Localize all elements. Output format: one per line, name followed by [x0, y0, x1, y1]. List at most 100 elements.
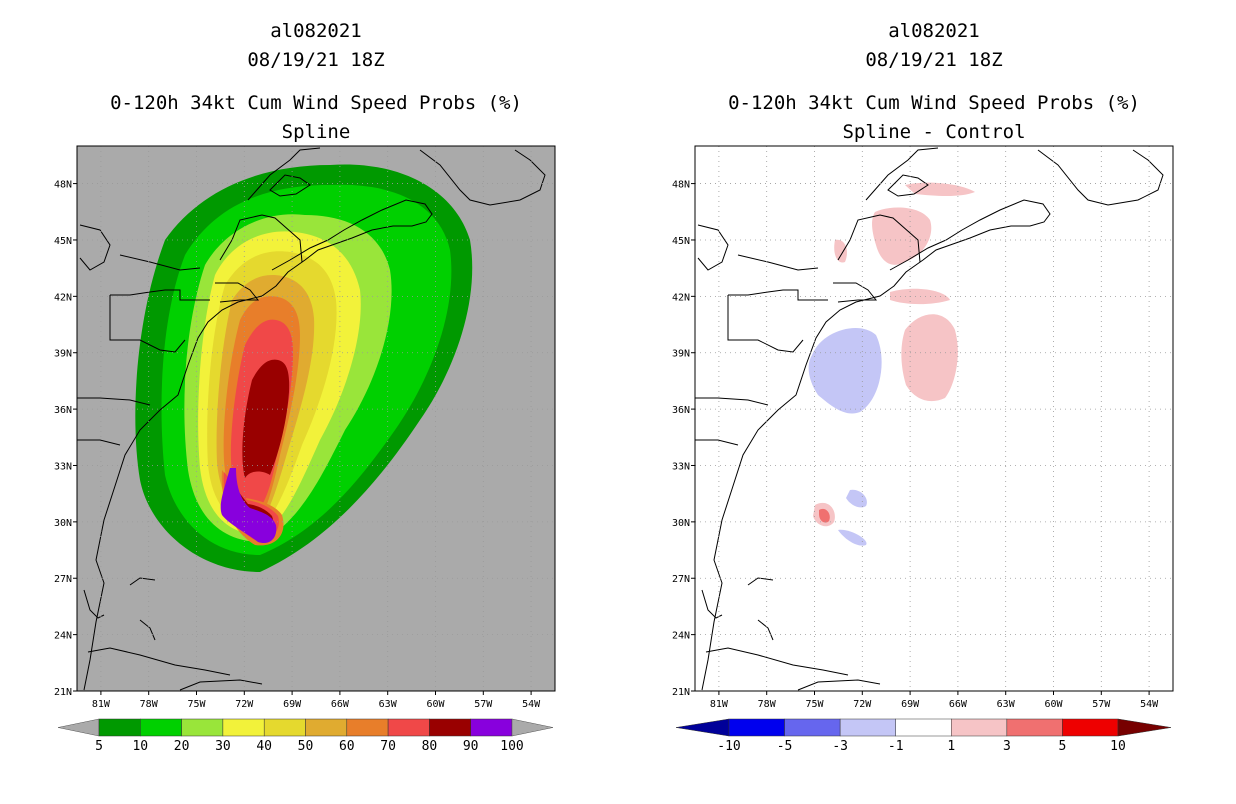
- y-tick-label: 42N: [672, 292, 690, 303]
- y-tick-label: 24N: [54, 631, 72, 642]
- x-tick-label: 60W: [1044, 699, 1063, 710]
- colorbar-box: [784, 718, 841, 737]
- x-tick-label: 78W: [758, 699, 777, 710]
- colorbar-box: [728, 718, 785, 737]
- difference-region-1: [808, 327, 882, 414]
- colorbar-label: 100: [500, 739, 523, 754]
- contour-level-80: [242, 359, 290, 478]
- colorbar-label: 20: [174, 739, 190, 754]
- colorbar-label: 10: [132, 739, 148, 754]
- chart-title-line: Spline: [282, 121, 351, 143]
- x-tick-label: 72W: [235, 699, 254, 710]
- x-tick-label: 72W: [853, 699, 872, 710]
- colorbar-label: 70: [380, 739, 396, 754]
- y-tick-label: 36N: [672, 405, 690, 416]
- chart-title-line: 0-120h 34kt Cum Wind Speed Probs (%): [110, 92, 522, 114]
- x-tick-label: 63W: [997, 699, 1016, 710]
- colorbar-box: [429, 718, 471, 737]
- y-tick-label: 36N: [54, 405, 72, 416]
- colorbar-box: [1062, 718, 1119, 737]
- colorbar-box: [181, 718, 224, 737]
- colorbar-box: [951, 718, 1008, 737]
- x-tick-label: 54W: [522, 699, 541, 710]
- y-tick-label: 33N: [672, 461, 690, 472]
- colorbar-box: [140, 718, 182, 737]
- chart-title-line: 08/19/21 18Z: [247, 49, 384, 71]
- x-tick-label: 63W: [379, 699, 398, 710]
- colorbar-box: [387, 718, 430, 737]
- left-panel-spline: al082021 08/19/21 18Z 0-120h 34kt Cum Wind…: [54, 20, 556, 754]
- y-tick-label: 45N: [54, 236, 72, 247]
- y-tick-label: 39N: [672, 349, 690, 360]
- contour-field: [77, 147, 546, 691]
- grid: [77, 146, 555, 692]
- difference-region-2: [846, 489, 867, 508]
- x-tick-label: 75W: [805, 699, 824, 710]
- colorbar-label: 50: [298, 739, 314, 754]
- y-tick-label: 42N: [54, 292, 72, 303]
- colorbar-label: 60: [339, 739, 355, 754]
- colorbar-box: [1006, 718, 1063, 737]
- x-tick-label: 75W: [187, 699, 206, 710]
- x-tick-label: 54W: [1140, 699, 1159, 710]
- colorbar-label: 10: [1110, 739, 1126, 754]
- colorbar-box: [222, 718, 265, 737]
- y-tick-label: 30N: [54, 518, 72, 529]
- colorbar-low-arrow: [675, 718, 730, 737]
- colorbar-box: [305, 718, 348, 737]
- y-tick-label: 21N: [672, 687, 690, 698]
- difference-region-10: [819, 508, 830, 523]
- y-tick-label: 27N: [672, 574, 690, 585]
- plot-frame: [694, 145, 1174, 692]
- chart-title-line: Spline - Control: [842, 121, 1025, 143]
- colorbar-box: [839, 718, 896, 737]
- y-tick-label: 45N: [672, 236, 690, 247]
- colorbar-label: 90: [463, 739, 479, 754]
- x-tick-label: 66W: [331, 699, 350, 710]
- y-tick-label: 21N: [54, 687, 72, 698]
- chart-title-line: al082021: [270, 20, 362, 42]
- colorbar-box: [98, 718, 141, 737]
- x-tick-label: 81W: [710, 699, 729, 710]
- x-tick-label: 78W: [140, 699, 159, 710]
- y-tick-label: 48N: [672, 180, 690, 191]
- colorbar-label: -1: [888, 739, 904, 754]
- contour-field: [695, 147, 1164, 691]
- colorbar-box: [263, 718, 306, 737]
- plot-area: [695, 146, 1173, 691]
- difference-region-4: [872, 207, 932, 265]
- x-tick-label: 66W: [949, 699, 968, 710]
- colorbar-label: 5: [95, 739, 103, 754]
- y-tick-label: 27N: [54, 574, 72, 585]
- difference-region-8: [834, 239, 847, 263]
- colorbar: -10 -5 -3 -1 1 3 5 10: [675, 718, 1172, 754]
- colorbar-label: 3: [1003, 739, 1011, 754]
- colorbar-label: 80: [422, 739, 438, 754]
- colorbar-label: -5: [777, 739, 793, 754]
- x-tick-label: 57W: [1092, 699, 1111, 710]
- x-tick-label: 81W: [92, 699, 111, 710]
- difference-region-7: [901, 314, 958, 402]
- difference-region-5: [905, 182, 975, 196]
- chart-title-line: al082021: [888, 20, 980, 42]
- x-tick-label: 69W: [901, 699, 920, 710]
- colorbar-label: -10: [717, 739, 740, 754]
- colorbar-label: 1: [947, 739, 955, 754]
- colorbar-label: 30: [215, 739, 231, 754]
- x-tick-label: 57W: [474, 699, 493, 710]
- contour-hook-4: [220, 468, 277, 544]
- colorbar-label: 40: [256, 739, 272, 754]
- grid: [695, 146, 1173, 692]
- plot-frame: [76, 145, 556, 692]
- y-tick-label: 48N: [54, 180, 72, 191]
- x-tick-label: 60W: [426, 699, 445, 710]
- colorbar-high-arrow: [1117, 718, 1172, 737]
- y-tick-label: 24N: [672, 631, 690, 642]
- colorbar-label: 5: [1059, 739, 1067, 754]
- right-panel-spline-minus-control: al082021 08/19/21 18Z 0-120h 34kt Cum Wind…: [672, 20, 1174, 754]
- colorbar-box: [895, 718, 952, 737]
- colorbar-label: -3: [832, 739, 848, 754]
- colorbar-high-arrow: [511, 718, 554, 737]
- chart-title-line: 0-120h 34kt Cum Wind Speed Probs (%): [728, 92, 1140, 114]
